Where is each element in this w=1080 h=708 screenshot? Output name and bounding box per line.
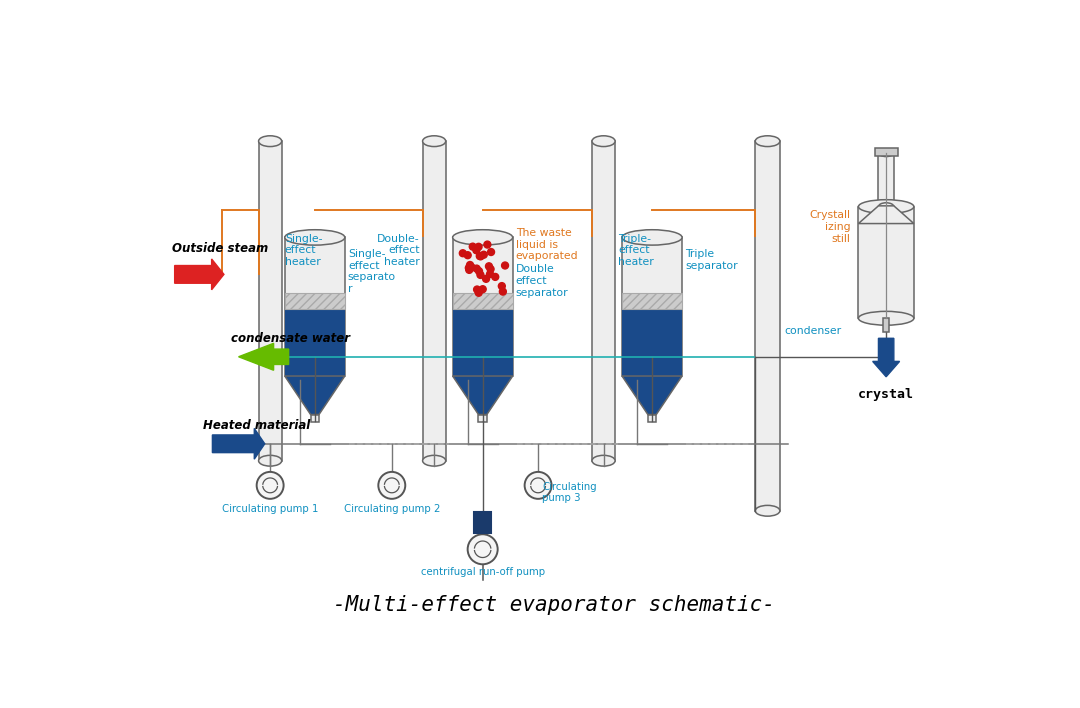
Circle shape (486, 263, 492, 270)
Bar (478, 414, 487, 422)
Bar (622, 309, 683, 376)
Circle shape (468, 535, 498, 564)
Bar (453, 237, 513, 376)
Circle shape (475, 290, 482, 296)
Text: Single-
effect
separato
r: Single- effect separato r (348, 249, 396, 294)
Circle shape (469, 264, 475, 271)
Bar (422, 141, 446, 461)
Bar (453, 293, 513, 309)
Ellipse shape (592, 136, 616, 147)
Bar (622, 237, 683, 376)
Text: condensate water: condensate water (231, 332, 350, 346)
Circle shape (525, 472, 552, 499)
Text: Double-
effect
heater: Double- effect heater (377, 234, 419, 267)
Circle shape (465, 265, 472, 271)
Bar (474, 512, 491, 534)
Ellipse shape (258, 136, 282, 147)
Circle shape (459, 250, 467, 257)
Circle shape (487, 266, 494, 273)
Ellipse shape (422, 136, 446, 147)
Ellipse shape (878, 202, 894, 210)
Bar (875, 148, 897, 156)
Circle shape (498, 282, 505, 290)
Bar (859, 207, 914, 319)
Bar (592, 141, 616, 461)
Ellipse shape (859, 200, 914, 214)
Circle shape (465, 266, 473, 273)
Text: crystal: crystal (859, 387, 914, 401)
Bar (883, 319, 889, 332)
Polygon shape (622, 376, 683, 414)
Ellipse shape (622, 229, 683, 245)
Text: Triple
separator: Triple separator (685, 249, 738, 270)
Ellipse shape (258, 455, 282, 466)
Bar (258, 141, 282, 461)
Text: The waste
liquid is
evaporated: The waste liquid is evaporated (516, 228, 579, 261)
Polygon shape (873, 338, 900, 377)
Ellipse shape (878, 149, 894, 156)
Text: Single-
effect
heater: Single- effect heater (285, 234, 322, 267)
Text: Heated material: Heated material (203, 419, 310, 432)
Text: Circulating pump 1: Circulating pump 1 (222, 504, 319, 514)
Bar (285, 237, 345, 376)
Text: Crystall
izing
still: Crystall izing still (810, 210, 851, 244)
Ellipse shape (285, 229, 345, 245)
Ellipse shape (859, 312, 914, 325)
Circle shape (473, 265, 481, 272)
Circle shape (477, 253, 484, 260)
Circle shape (491, 273, 499, 280)
Circle shape (378, 472, 405, 499)
Circle shape (499, 288, 507, 295)
Circle shape (476, 253, 483, 260)
Circle shape (483, 275, 489, 282)
Bar (878, 153, 894, 207)
Circle shape (475, 244, 482, 250)
Bar (755, 141, 780, 510)
Text: centrifugal run-off pump: centrifugal run-off pump (420, 567, 544, 577)
Ellipse shape (755, 506, 780, 516)
Circle shape (501, 262, 509, 269)
Polygon shape (859, 206, 914, 224)
Ellipse shape (422, 455, 446, 466)
Bar (285, 293, 345, 309)
Bar (453, 309, 513, 376)
Circle shape (481, 251, 487, 258)
Text: Circulating pump 2: Circulating pump 2 (343, 504, 440, 514)
Text: Circulating
pump 3: Circulating pump 3 (542, 481, 596, 503)
Polygon shape (213, 428, 265, 459)
Circle shape (473, 247, 480, 253)
Circle shape (475, 268, 483, 275)
Circle shape (484, 241, 490, 248)
Circle shape (480, 286, 486, 292)
Circle shape (257, 472, 284, 499)
Circle shape (474, 286, 481, 293)
Polygon shape (239, 343, 288, 370)
Ellipse shape (755, 136, 780, 147)
Text: -Multi-effect evaporator schematic-: -Multi-effect evaporator schematic- (333, 595, 774, 615)
Circle shape (487, 270, 494, 278)
Bar (648, 414, 657, 422)
Bar (311, 414, 319, 422)
Circle shape (477, 271, 484, 278)
Circle shape (464, 252, 471, 258)
Circle shape (470, 243, 476, 250)
Ellipse shape (592, 455, 616, 466)
Polygon shape (285, 376, 345, 414)
Text: Outside steam: Outside steam (173, 242, 269, 255)
Text: condenser: condenser (784, 326, 841, 336)
Polygon shape (453, 376, 513, 414)
Text: Double
effect
separator: Double effect separator (516, 264, 568, 297)
Polygon shape (175, 259, 224, 290)
Bar (285, 309, 345, 376)
Bar (622, 293, 683, 309)
Circle shape (487, 249, 495, 256)
Circle shape (467, 261, 473, 268)
Ellipse shape (453, 229, 513, 245)
Text: Triple-
effect
heater: Triple- effect heater (618, 234, 653, 267)
